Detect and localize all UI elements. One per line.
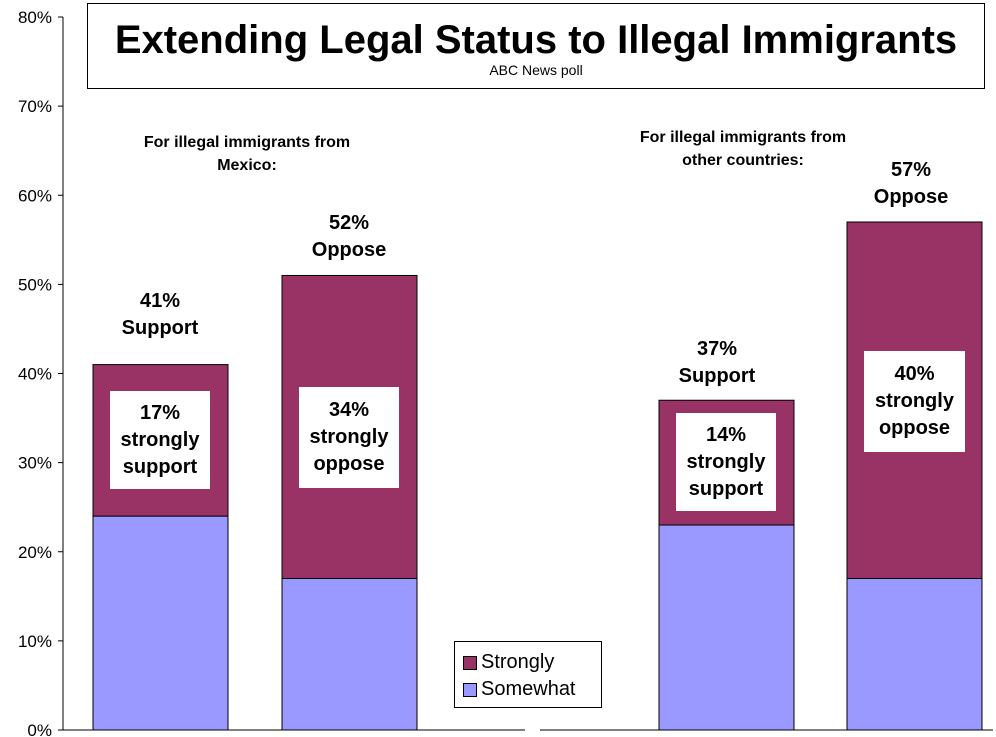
y-tick-label: 40%: [18, 365, 52, 384]
strongly-label-pct: 34%: [328, 399, 370, 421]
legend-item-strongly: Strongly: [463, 649, 601, 676]
group-label-line: other countries:: [682, 152, 804, 169]
y-tick-label: 60%: [18, 186, 52, 205]
chart-legend: Strongly Somewhat: [454, 641, 602, 708]
y-tick-label: 30%: [18, 454, 52, 473]
legend-label-strongly: Strongly: [481, 651, 555, 673]
strongly-label-pct: 17%: [139, 401, 181, 424]
strongly-label-word: support: [688, 477, 764, 500]
total-label-word: Oppose: [311, 239, 387, 261]
bar-segment-somewhat: [92, 515, 229, 731]
total-label-word: Support: [678, 365, 756, 387]
legend-swatch-strongly: [463, 655, 477, 670]
bar-segment-somewhat: [281, 577, 418, 731]
strongly-label-word: oppose: [878, 417, 951, 439]
bar-segment-somewhat: [846, 577, 983, 731]
bar-segment-somewhat: [658, 524, 795, 731]
total-label-mexico-support: 41% Support: [100, 288, 220, 342]
chart-title-box: Extending Legal Status to Illegal Immigr…: [87, 3, 985, 89]
strongly-label-word: strongly: [686, 450, 766, 473]
strongly-label-mexico-support: 17% strongly support: [110, 391, 210, 489]
strongly-label-other-oppose: 40% strongly oppose: [864, 351, 965, 452]
legend-swatch-somewhat: [463, 682, 477, 697]
y-tick-label: 70%: [18, 97, 52, 116]
strongly-label-word: strongly: [875, 390, 954, 412]
chart-title: Extending Legal Status to Illegal Immigr…: [114, 18, 958, 62]
y-tick-label: 80%: [18, 8, 52, 27]
group-label-other-countries: For illegal immigrants from other countr…: [588, 126, 898, 172]
group-label-line: For illegal immigrants from: [143, 134, 351, 151]
strongly-label-pct: 40%: [894, 363, 935, 385]
y-tick-label: 10%: [18, 632, 52, 651]
total-label-word: Oppose: [873, 186, 949, 208]
total-label-word: Support: [121, 317, 199, 339]
strongly-label-word: support: [122, 455, 198, 478]
total-label-other-support: 37% Support: [657, 336, 777, 390]
group-label-mexico: For illegal immigrants from Mexico:: [92, 131, 402, 177]
total-label-pct: 57%: [890, 159, 932, 181]
group-label-line: Mexico:: [217, 157, 277, 174]
legend-label-somewhat: Somewhat: [481, 678, 576, 700]
strongly-label-mexico-oppose: 34% strongly oppose: [299, 387, 399, 488]
legend-item-somewhat: Somewhat: [463, 676, 601, 703]
total-label-pct: 37%: [696, 338, 738, 360]
strongly-label-pct: 14%: [705, 423, 747, 446]
strongly-label-word: strongly: [309, 426, 389, 448]
total-label-pct: 41%: [139, 290, 181, 312]
strongly-label-word: strongly: [120, 428, 200, 451]
strongly-label-other-support: 14% strongly support: [676, 413, 776, 511]
total-label-other-oppose: 57% Oppose: [851, 157, 971, 211]
total-label-mexico-oppose: 52% Oppose: [289, 210, 409, 264]
group-label-line: For illegal immigrants from: [639, 129, 847, 146]
chart-subtitle: ABC News poll: [489, 62, 583, 78]
y-tick-label: 20%: [18, 543, 52, 562]
total-label-pct: 52%: [328, 212, 370, 234]
y-tick-label: 0%: [27, 721, 52, 737]
strongly-label-word: oppose: [313, 453, 385, 475]
axis-layer: 0% 10% 20% 30% 40% 50% 60% 70% 80%: [18, 8, 993, 737]
y-tick-label: 50%: [18, 275, 52, 294]
